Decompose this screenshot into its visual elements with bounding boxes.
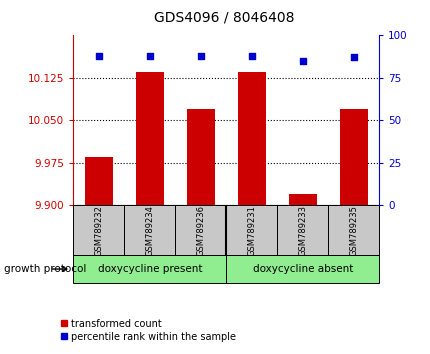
Bar (339, 109, 367, 205)
Point (350, 55, 356, 60)
Text: GSM789235: GSM789235 (348, 205, 357, 256)
Bar (85, 157, 113, 205)
Legend: transformed count, percentile rank within the sample: transformed count, percentile rank withi… (56, 315, 240, 346)
Bar (73, 205, 124, 255)
Text: GDS4096 / 8046408: GDS4096 / 8046408 (154, 11, 294, 25)
Text: doxycycline absent: doxycycline absent (252, 264, 352, 274)
Bar (226, 205, 276, 255)
Point (95, 53, 102, 59)
Bar (226, 255, 378, 283)
Bar (288, 194, 316, 205)
Bar (237, 72, 265, 205)
Bar (175, 205, 226, 255)
Text: GSM789233: GSM789233 (298, 205, 307, 256)
Bar (124, 205, 175, 255)
Text: growth protocol: growth protocol (4, 264, 86, 274)
Point (146, 53, 153, 59)
Text: GSM789236: GSM789236 (196, 205, 205, 256)
Text: GSM789232: GSM789232 (94, 205, 103, 256)
Text: GSM789231: GSM789231 (247, 205, 256, 256)
Point (298, 58, 305, 64)
Point (197, 53, 204, 59)
Bar (186, 109, 214, 205)
Bar (328, 205, 378, 255)
Bar (73, 255, 226, 283)
Text: doxycycline present: doxycycline present (97, 264, 202, 274)
Bar (135, 72, 163, 205)
Text: GSM789234: GSM789234 (145, 205, 154, 256)
Bar (276, 205, 328, 255)
Point (248, 53, 255, 59)
